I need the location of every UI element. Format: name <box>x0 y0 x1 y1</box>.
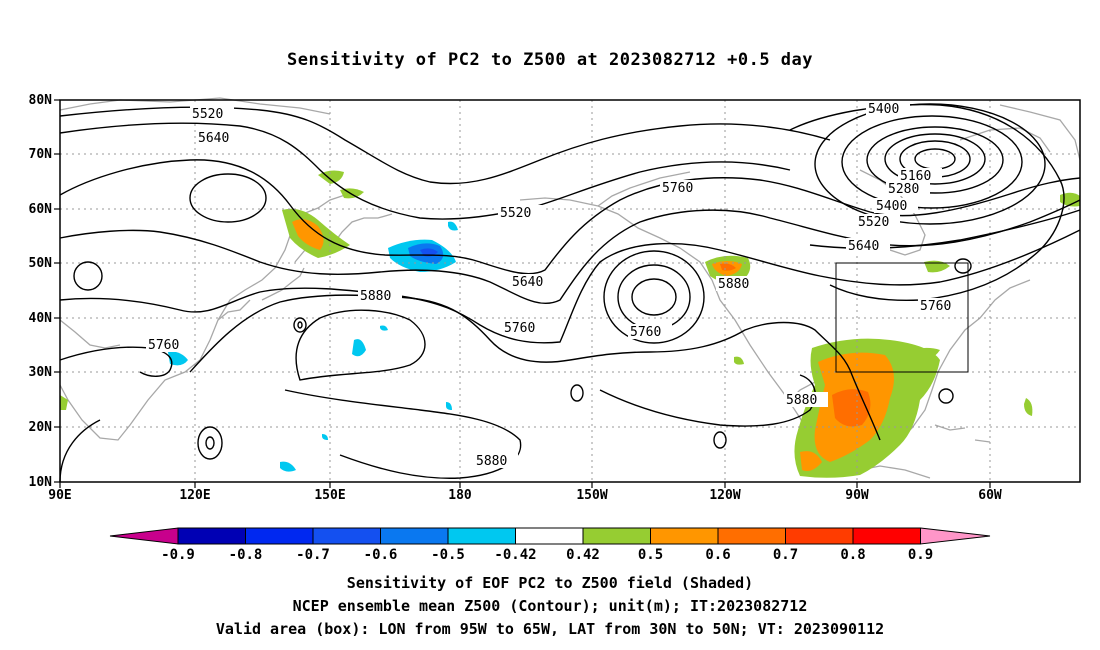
colorbar-swatch <box>447 527 516 545</box>
contour-label: 5760 <box>148 338 179 353</box>
contour-label: 5760 <box>630 325 661 340</box>
lon-tick-label: 120E <box>179 488 210 503</box>
lon-tick-label: 150W <box>576 488 607 503</box>
colorbar-tick-label: -0.7 <box>296 547 330 563</box>
valid-area-box <box>835 262 969 373</box>
contour-label: 5880 <box>718 277 749 292</box>
lat-tick-label: 10N <box>29 475 53 490</box>
colorbar-swatch <box>582 527 651 545</box>
lon-tick-labels: 90E 120E 150E 180 150W 120W 90W 60W <box>48 488 1002 503</box>
colorbar-tick-label: -0.6 <box>364 547 398 563</box>
contour-label: 5640 <box>198 131 229 146</box>
colorbar-tick-label: 0.5 <box>638 547 663 563</box>
axis-ticks <box>54 99 991 488</box>
contour-label: 5880 <box>360 289 391 304</box>
colorbar-swatch <box>717 527 786 545</box>
colorbar-tick-label: -0.5 <box>431 547 465 563</box>
colorbar-swatch <box>245 527 314 545</box>
map-frame <box>59 99 1081 483</box>
colorbar-swatch <box>650 527 719 545</box>
contour-label: 5640 <box>848 239 879 254</box>
colorbar-tick-label: 0.8 <box>840 547 865 563</box>
lat-tick-labels: 80N 70N 60N 50N 40N 30N 20N 10N <box>29 93 53 490</box>
colorbar-tick-label: -0.9 <box>161 547 195 563</box>
caption-line-3: Valid area (box): LON from 95W to 65W, L… <box>215 620 885 638</box>
contour-label: 5520 <box>500 206 531 221</box>
colorbar-low-arrow <box>109 527 179 545</box>
colorbar-swatch <box>312 527 381 545</box>
contour-label: 5760 <box>920 299 951 314</box>
lon-tick-label: 180 <box>448 488 472 503</box>
lat-tick-label: 70N <box>29 147 53 162</box>
colorbar-swatch <box>177 527 246 545</box>
lat-tick-label: 50N <box>29 256 53 271</box>
colorbar-tick-label: -0.42 <box>494 547 536 563</box>
contour-label: 5520 <box>858 215 889 230</box>
contour-label: 5760 <box>662 181 693 196</box>
contour-label: 5400 <box>868 102 899 117</box>
lon-tick-label: 120W <box>709 488 740 503</box>
colorbar: -0.9 -0.8 -0.7 -0.6 -0.5 -0.42 0.42 0.5 … <box>109 527 991 563</box>
colorbar-swatch <box>380 527 449 545</box>
colorbar-tick-label: 0.9 <box>908 547 933 563</box>
lat-tick-label: 40N <box>29 311 53 326</box>
contour-label: 5880 <box>476 454 507 469</box>
lon-tick-label: 150E <box>314 488 345 503</box>
caption-line-1: Sensitivity of EOF PC2 to Z500 field (Sh… <box>346 574 754 592</box>
colorbar-tick-label: 0.7 <box>773 547 798 563</box>
sensitivity-shading <box>60 170 1080 478</box>
contour-labels: 5520 5640 5520 5640 5760 5880 5760 5760 … <box>146 101 962 469</box>
caption-line-2: NCEP ensemble mean Z500 (Contour); unit(… <box>292 597 808 615</box>
figure-title: Sensitivity of PC2 to Z500 at 2023082712… <box>286 50 813 70</box>
contour-label: 5520 <box>192 107 223 122</box>
colorbar-swatch <box>785 527 854 545</box>
lat-tick-label: 30N <box>29 365 53 380</box>
colorbar-tick-label: -0.8 <box>229 547 263 563</box>
contour-label: 5880 <box>786 393 817 408</box>
lat-tick-label: 60N <box>29 202 53 217</box>
contour-label: 5760 <box>504 321 535 336</box>
contour-label: 5400 <box>876 199 907 214</box>
colorbar-tick-label: 0.6 <box>705 547 730 563</box>
coastlines <box>59 97 1081 479</box>
lat-tick-label: 20N <box>29 420 53 435</box>
colorbar-tick-label: 0.42 <box>566 547 600 563</box>
lon-tick-label: 90W <box>845 488 869 503</box>
z500-contours <box>59 103 1081 483</box>
contour-label: 5160 <box>900 169 931 184</box>
lat-tick-label: 80N <box>29 93 53 108</box>
contour-label: 5280 <box>888 182 919 197</box>
colorbar-swatch <box>852 527 921 545</box>
contour-label: 5640 <box>512 275 543 290</box>
lon-tick-label: 90E <box>48 488 71 503</box>
grid-lines <box>60 100 1080 482</box>
colorbar-high-arrow <box>920 527 991 545</box>
lon-tick-label: 60W <box>978 488 1002 503</box>
colorbar-swatch <box>515 527 584 545</box>
